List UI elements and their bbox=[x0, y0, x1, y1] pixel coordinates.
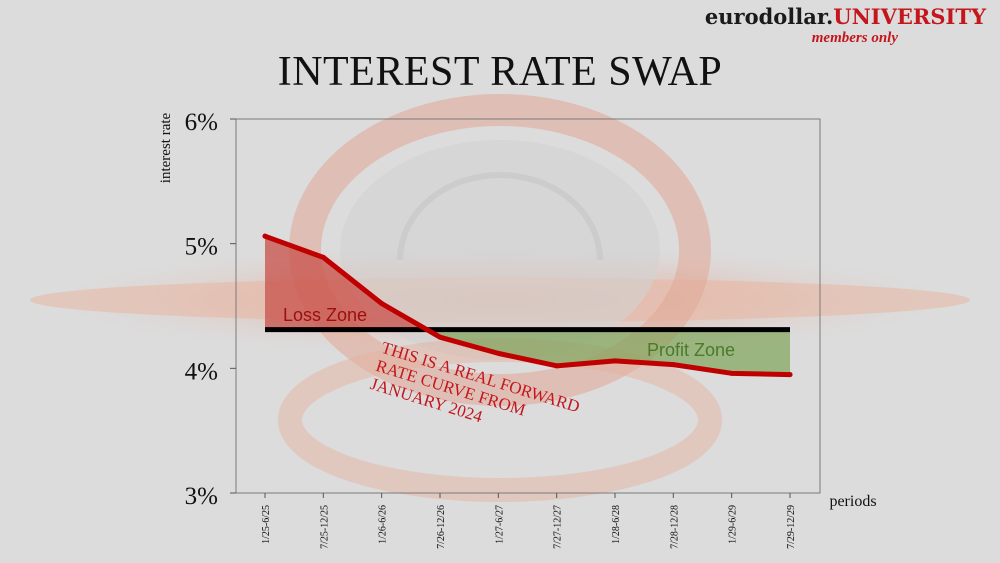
x-tick-label: 7/25-12/25 bbox=[319, 505, 330, 549]
x-tick-label: 7/27-12/27 bbox=[553, 505, 564, 549]
data-point bbox=[670, 362, 676, 368]
y-tick-label: 5% bbox=[185, 234, 218, 261]
profit-zone-label: Profit Zone bbox=[647, 340, 735, 360]
brand-tagline: members only bbox=[811, 30, 898, 46]
x-tick-label: 7/26-12/26 bbox=[436, 505, 447, 549]
x-tick-label: 7/29-12/29 bbox=[786, 505, 797, 549]
data-point bbox=[554, 363, 560, 369]
data-point bbox=[787, 372, 793, 378]
x-axis-label: periods bbox=[829, 493, 876, 510]
x-tick-label: 1/25-6/25 bbox=[261, 505, 272, 544]
x-tick-label: 1/26-6/26 bbox=[378, 505, 389, 544]
brand-logo: eurodollar.UNIVERSITY members only bbox=[705, 4, 986, 47]
x-tick-label: 1/27-6/27 bbox=[494, 505, 505, 544]
brand-name: eurodollar.UNIVERSITY bbox=[704, 4, 986, 29]
data-point bbox=[262, 233, 268, 239]
chart-title: INTEREST RATE SWAP bbox=[277, 49, 723, 95]
y-axis-label: interest rate bbox=[158, 112, 174, 183]
y-tick-label: 4% bbox=[185, 358, 218, 385]
data-point bbox=[320, 254, 326, 260]
x-tick-label: 1/28-6/28 bbox=[611, 505, 622, 544]
data-point bbox=[612, 358, 618, 364]
data-point bbox=[495, 350, 501, 356]
x-tick-label: 7/28-12/28 bbox=[669, 505, 680, 549]
data-point bbox=[437, 334, 443, 340]
profit-zone-area bbox=[427, 329, 790, 375]
y-tick-label: 6% bbox=[185, 109, 218, 136]
data-point bbox=[379, 301, 385, 307]
x-tick-label: 1/29-6/29 bbox=[728, 505, 739, 544]
forward-rate-line bbox=[262, 233, 793, 378]
loss-zone-label: Loss Zone bbox=[283, 305, 367, 325]
plot-frame bbox=[235, 118, 821, 494]
y-tick-label: 3% bbox=[185, 483, 218, 510]
data-point bbox=[729, 370, 735, 376]
